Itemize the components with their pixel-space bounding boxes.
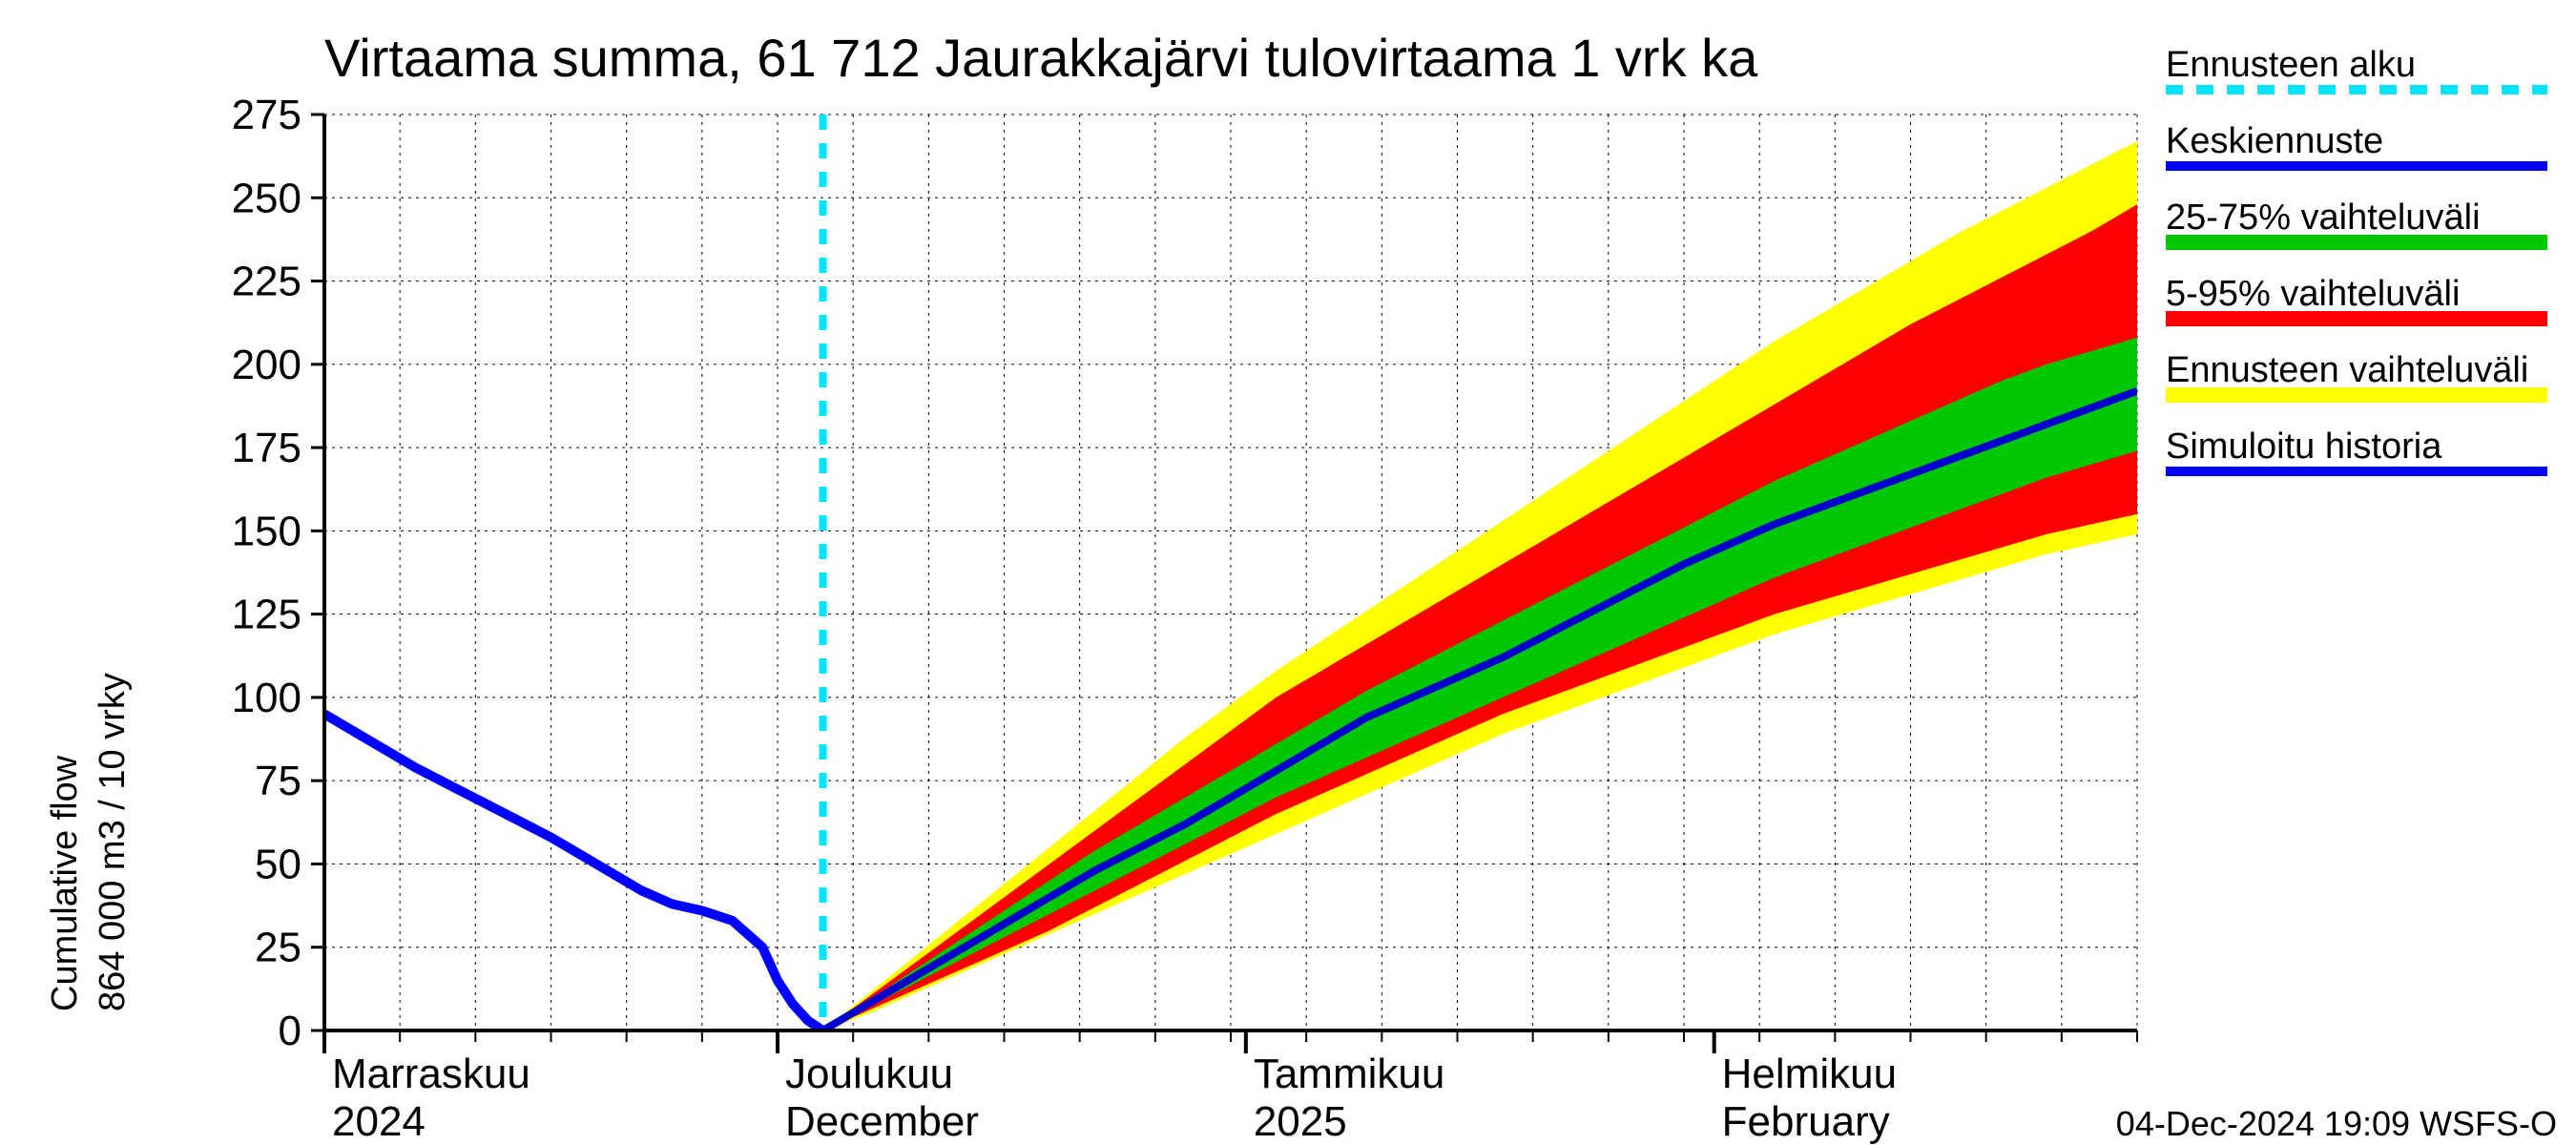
xtick-label-1: Marraskuu xyxy=(332,1051,530,1097)
y-axis-label-2: 864 000 m3 / 10 vrky xyxy=(93,673,133,1011)
legend-swatch-fill xyxy=(2166,387,2547,403)
ytick-label: 150 xyxy=(232,508,301,554)
xtick-label-1: Helmikuu xyxy=(1722,1051,1897,1097)
legend-swatch-fill xyxy=(2166,235,2547,250)
legend-label: Simuloitu historia xyxy=(2166,427,2442,467)
ytick-label: 0 xyxy=(279,1008,301,1054)
y-axis-label-1: Cumulative flow xyxy=(45,755,85,1011)
chart-footer: 04-Dec-2024 19:09 WSFS-O xyxy=(2116,1104,2557,1143)
xtick-label-2: 2024 xyxy=(332,1098,426,1145)
ytick-label: 25 xyxy=(255,925,301,971)
chart-svg: 0 25 50 75 100 125 150 175 200 225 250 275 Marraskuu… xyxy=(0,0,2576,1145)
legend-label: Keskiennuste xyxy=(2166,121,2383,161)
ytick-label: 200 xyxy=(232,342,301,388)
ytick-label: 250 xyxy=(232,175,301,221)
chart-bg xyxy=(0,0,2576,1145)
ytick-label: 225 xyxy=(232,259,301,305)
chart-title: Virtaama summa, 61 712 Jaurakkajärvi tul… xyxy=(324,28,1758,88)
xtick-label-1: Tammikuu xyxy=(1254,1051,1445,1097)
ytick-label: 75 xyxy=(255,758,301,804)
chart-container: 0 25 50 75 100 125 150 175 200 225 250 275 Marraskuu… xyxy=(0,0,2576,1145)
xtick-label-2: 2025 xyxy=(1254,1098,1347,1145)
ytick-label: 175 xyxy=(232,425,301,471)
xtick-label-1: Joulukuu xyxy=(785,1051,953,1097)
ytick-label: 100 xyxy=(232,675,301,721)
ytick-label: 125 xyxy=(232,592,301,638)
xtick-label-2: December xyxy=(785,1098,979,1145)
legend-label: 5-95% vaihteluväli xyxy=(2166,274,2460,314)
legend-label: Ennusteen vaihteluväli xyxy=(2166,350,2528,390)
legend-label: Ennusteen alku xyxy=(2166,45,2416,85)
legend-label: 25-75% vaihteluväli xyxy=(2166,198,2481,238)
legend-swatch-fill xyxy=(2166,311,2547,326)
ytick-label: 275 xyxy=(232,92,301,138)
ytick-label: 50 xyxy=(255,841,301,887)
xtick-label-2: February xyxy=(1722,1098,1890,1145)
